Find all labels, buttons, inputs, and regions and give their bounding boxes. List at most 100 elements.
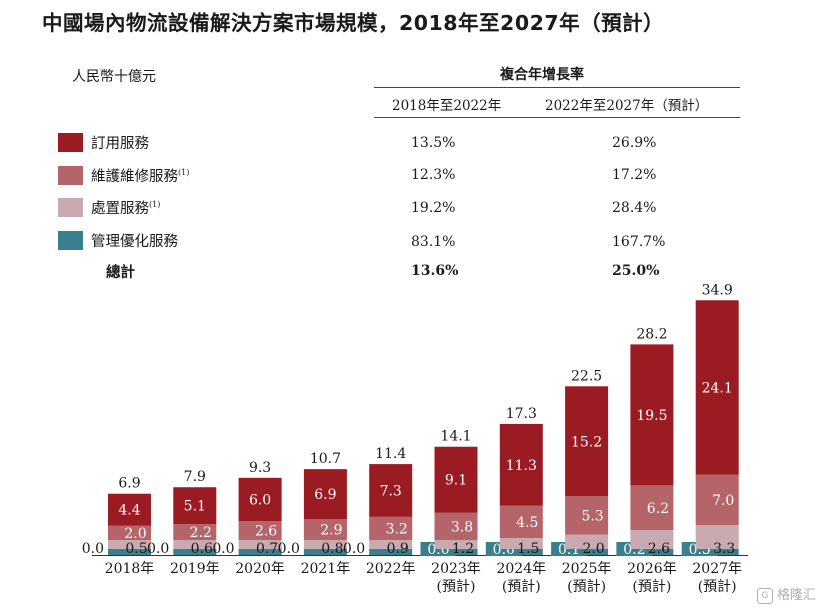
header-rule-bottom [374,117,740,118]
bar-value-label: 5.3 [581,508,603,524]
bar-segment [173,549,217,555]
x-tick-label: (預計) [567,579,606,595]
bar-segment [303,469,347,520]
bar-segment [369,464,413,517]
x-tick-label: 2024年 [496,561,546,577]
bar-total-label: 9.3 [249,460,271,476]
bar-value-label: 2.9 [320,523,342,539]
bar-value-label: 19.5 [636,408,667,424]
cagr-total: 25.0% [612,263,660,279]
bar-value-label: 0.0 [82,541,104,557]
cagr-value: 13.5% [411,135,456,151]
cagr-value: 28.4% [612,200,657,216]
period-label-1: 2018年至2022年 [392,98,502,114]
x-tick-label: (預計) [502,579,541,595]
watermark-logo-icon: G [757,587,773,604]
bar-segment [238,521,282,540]
legend-label: 維護維修服務(1) [91,168,190,185]
bar-value-label: 3.8 [451,519,473,535]
cagr-value: 83.1% [411,234,456,250]
legend-label: 管理優化服務 [91,234,178,250]
legend-label: 訂用服務 [91,136,149,152]
x-tick-label: 2025年 [562,561,612,577]
bar-value-label: 0.0 [278,541,300,557]
bar-segment [630,530,674,549]
bar-segment [695,300,739,475]
bar-segment [238,477,282,522]
bar-value-label: 0.7 [256,541,278,557]
watermark: G 格隆汇 [757,584,827,606]
cagr-value: 26.9% [612,135,657,151]
bar-value-label: 4.5 [516,515,538,531]
cagr-value: 17.2% [612,167,657,183]
x-tick-label: 2027年 [692,561,742,577]
bar-value-label: 1.2 [452,541,474,557]
bar-value-label: 2.0 [582,541,604,557]
bar-value-label: 6.0 [249,493,271,509]
bar-value-label: 2.0 [124,526,146,542]
bar-total-label: 22.5 [571,368,602,384]
bar-segment [434,540,478,549]
chart-title: 中國場內物流設備解決方案市場規模，2018年至2027年（預計） [42,11,665,35]
bar-segment [695,474,739,526]
bar-value-label: 6.2 [647,501,669,517]
bar-value-label: 0.0 [212,541,234,557]
bar-segment [499,538,543,549]
cagr-value: 19.2% [411,200,456,216]
bar-value-label: 0.6 [191,541,213,557]
x-tick-label: (預計) [632,579,671,595]
bar-segment [303,549,347,555]
legend-swatch [58,166,83,185]
cagr-total: 13.6% [411,263,459,279]
bar-value-label: 7.0 [712,493,734,509]
x-tick-label: (預計) [698,579,737,595]
x-tick-label: 2026年 [627,561,677,577]
x-tick-label: 2021年 [301,561,351,577]
bar-segment [565,496,609,535]
bar-value-label: 2.2 [190,525,212,541]
x-tick-label: (預計) [437,579,476,595]
bar-value-label: 1.5 [517,541,539,557]
bar-value-label: 0.0 [343,541,365,557]
bar-segment [499,423,543,506]
bar-value-label: 3.3 [713,541,735,557]
bar-segment [369,516,413,540]
bar-value-label: 4.4 [118,503,140,519]
bar-total-label: 10.7 [310,451,341,467]
bar-value-label: 2.6 [255,524,277,540]
legend-swatch [58,133,83,152]
cagr-value: 12.3% [411,167,456,183]
x-tick-label: 2019年 [170,561,220,577]
x-tick-label: 2020年 [235,561,285,577]
cagr-header: 複合年增長率 [500,67,584,83]
period-label-2: 2022年至2027年（預計） [545,98,709,114]
x-tick-label: 2023年 [431,561,481,577]
bar-value-label: 0.5 [125,541,147,557]
cagr-value: 167.7% [612,234,666,250]
bar-segment [238,540,282,549]
bar-value-label: 5.1 [184,499,206,515]
bar-segment [630,344,674,486]
bar-segment [369,549,413,555]
bar-segment [434,446,478,513]
bar-segment [173,540,217,549]
bar-total-label: 14.1 [440,429,471,445]
bar-value-label: 15.2 [571,434,602,450]
header-rule [374,87,740,88]
bar-value-label: 3.2 [386,521,408,537]
bar-value-label: 0.8 [321,541,343,557]
bar-segment [108,493,151,526]
bar-segment [238,549,282,555]
bar-segment [630,485,674,531]
bar-total-label: 6.9 [118,476,140,492]
bar-value-label: 2.6 [648,541,670,557]
bar-value-label: 0.0 [147,541,169,557]
bar-value-label: 6.9 [314,487,336,503]
bar-total-label: 28.2 [636,326,667,342]
bar-segment [499,505,543,539]
bar-value-label: 7.3 [380,483,402,499]
legend-label: 處置服務(1) [91,200,161,217]
bar-total-label: 7.9 [184,469,206,485]
bar-value-label: 0.9 [387,541,409,557]
